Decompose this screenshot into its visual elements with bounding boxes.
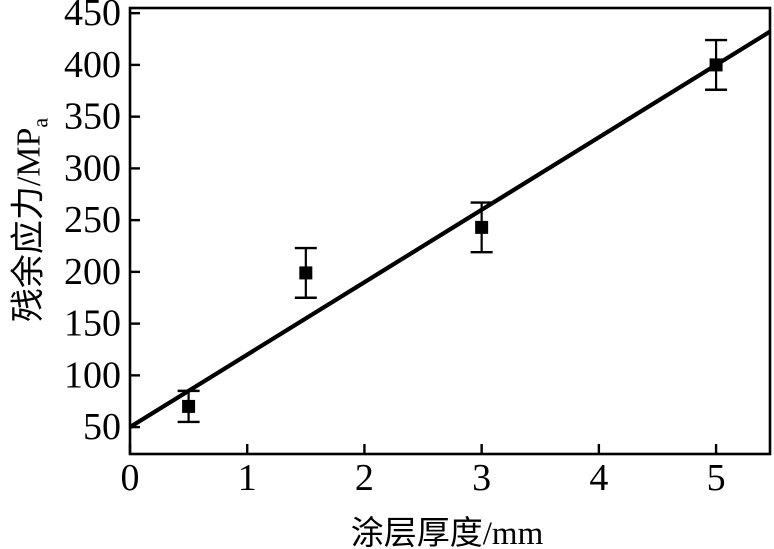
y-tick-label: 350 (64, 96, 121, 138)
y-tick-label: 150 (64, 303, 121, 345)
y-tick-label: 250 (64, 199, 121, 241)
x-tick-label: 0 (121, 457, 140, 499)
data-point (709, 58, 723, 72)
x-tick-label: 1 (238, 457, 257, 499)
y-axis-title-subscript: a (27, 117, 53, 128)
x-tick-label: 3 (472, 457, 491, 499)
x-tick-label: 4 (589, 457, 608, 499)
x-tick-label: 5 (707, 457, 726, 499)
x-tick-label: 2 (355, 457, 374, 499)
y-tick-label: 100 (64, 354, 121, 396)
fit-line (128, 29, 772, 429)
data-point (299, 266, 313, 280)
data-point (182, 399, 196, 413)
y-tick-label: 300 (64, 147, 121, 189)
data-point (475, 220, 489, 234)
y-tick-label: 400 (64, 44, 121, 86)
plot-border (128, 6, 772, 456)
y-axis-title-text: 残余应力/MP (10, 127, 48, 323)
y-axis-title: 残余应力/MPa (1, 118, 54, 322)
y-tick-label: 200 (64, 251, 121, 293)
x-axis-title: 涂层厚度/mm (350, 516, 544, 549)
y-tick-label: 50 (83, 406, 121, 448)
y-tick-label: 450 (64, 0, 121, 34)
